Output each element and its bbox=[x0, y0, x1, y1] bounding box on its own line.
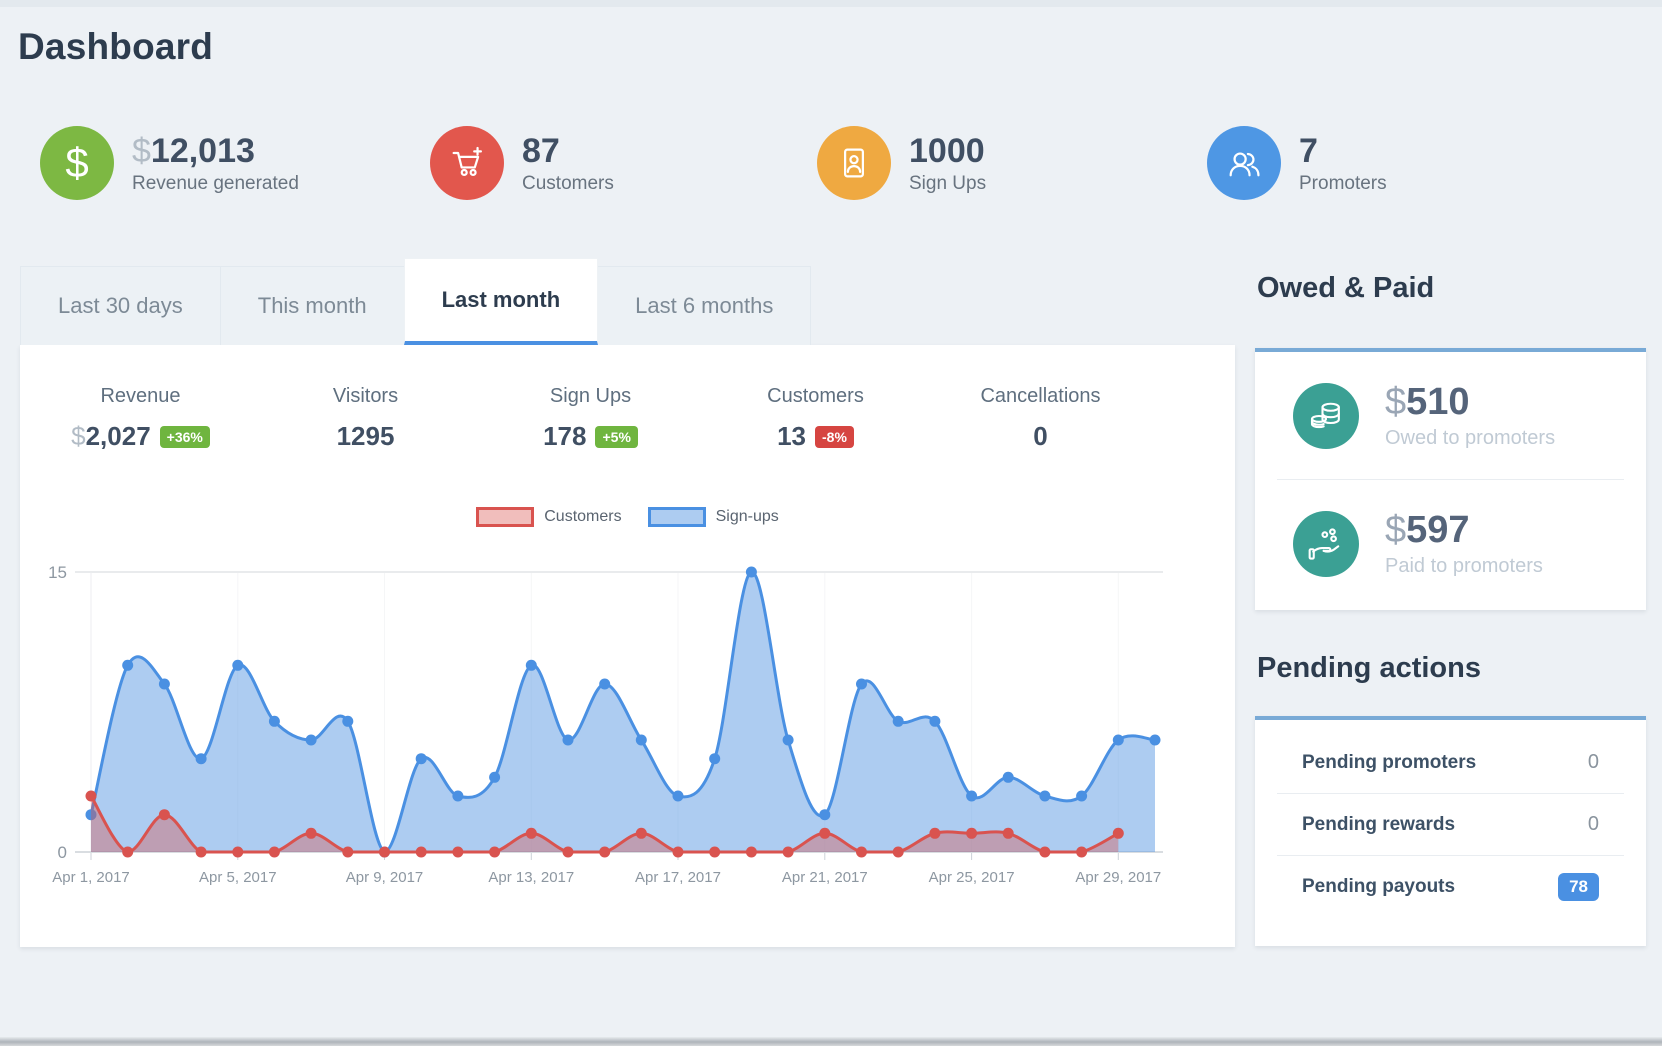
time-range-tabs: Last 30 days This month Last month Last … bbox=[20, 258, 812, 345]
dollar-icon: $ bbox=[40, 126, 114, 200]
legend-customers-label: Customers bbox=[544, 508, 622, 525]
pending-divider bbox=[1277, 793, 1624, 794]
chart-area: Customers Sign-ups 0 15 Apr 1, 2017 Apr 5, … bbox=[40, 505, 1215, 891]
svg-text:Apr 5, 2017: Apr 5, 2017 bbox=[199, 869, 277, 886]
hand-coins-icon bbox=[1293, 510, 1359, 577]
legend-sign-ups[interactable]: Sign-ups bbox=[647, 507, 779, 527]
stat-sign-ups-label: Sign Ups bbox=[909, 172, 987, 194]
analytics-card: Revenue $2,027 +36% Visitors 1295 Sign Up… bbox=[20, 345, 1235, 947]
svg-text:Apr 25, 2017: Apr 25, 2017 bbox=[929, 869, 1015, 886]
summary-revenue: Revenue $2,027 +36% bbox=[28, 385, 253, 452]
window-top-edge bbox=[0, 0, 1662, 7]
tab-this-month[interactable]: This month bbox=[219, 266, 405, 345]
pending-rewards-count: 0 bbox=[1587, 813, 1599, 835]
owed-paid-heading: Owed & Paid bbox=[1257, 272, 1435, 304]
svg-text:Apr 1, 2017: Apr 1, 2017 bbox=[52, 869, 130, 886]
window-bottom-edge bbox=[0, 1037, 1662, 1046]
pending-divider bbox=[1277, 855, 1624, 856]
paid-to-promoters-row: $597 Paid to promoters bbox=[1255, 480, 1646, 607]
svg-text:0: 0 bbox=[58, 843, 67, 862]
customers-change-badge: -8% bbox=[815, 426, 854, 448]
tab-last-6-months[interactable]: Last 6 months bbox=[597, 266, 812, 345]
people-icon bbox=[1207, 126, 1281, 200]
stat-sign-ups: 1000 Sign Ups bbox=[817, 126, 986, 200]
tab-last-30-days[interactable]: Last 30 days bbox=[20, 266, 221, 345]
pending-payouts-label: Pending payouts bbox=[1302, 875, 1456, 897]
svg-text:Apr 9, 2017: Apr 9, 2017 bbox=[346, 869, 424, 886]
id-card-icon bbox=[817, 126, 891, 200]
tab-last-month[interactable]: Last month bbox=[403, 258, 599, 345]
stat-revenue-generated: $ $12,013 Revenue generated bbox=[40, 126, 299, 200]
pending-payouts-row[interactable]: Pending payouts 78 bbox=[1302, 856, 1599, 917]
legend-customers[interactable]: Customers bbox=[476, 507, 622, 527]
pending-promoters-count: 0 bbox=[1587, 751, 1599, 773]
summary-customers: Customers 13 -8% bbox=[767, 385, 864, 451]
cart-icon bbox=[430, 126, 504, 200]
chart-legend: Customers Sign-ups bbox=[40, 505, 1215, 529]
summary-row: Revenue $2,027 +36% Visitors 1295 Sign Up… bbox=[28, 385, 1153, 452]
stat-customers: 87 Customers bbox=[430, 126, 614, 200]
svg-text:Apr 21, 2017: Apr 21, 2017 bbox=[782, 869, 868, 886]
legend-sign-ups-label: Sign-ups bbox=[715, 508, 779, 525]
customers-swatch bbox=[476, 507, 535, 527]
pending-promoters-label: Pending promoters bbox=[1302, 751, 1477, 773]
svg-text:Apr 17, 2017: Apr 17, 2017 bbox=[635, 869, 721, 886]
signups-customers-chart: 0 15 Apr 1, 2017 Apr 5, 2017 Apr 9, 2017 Apr … bbox=[48, 563, 1163, 886]
owed-amount: $510 bbox=[1385, 380, 1470, 423]
stat-promoters-value: 7 bbox=[1299, 131, 1318, 170]
stat-revenue-label: Revenue generated bbox=[132, 172, 299, 194]
svg-text:Apr 29, 2017: Apr 29, 2017 bbox=[1075, 869, 1161, 886]
stat-revenue-value: $12,013 bbox=[132, 131, 255, 170]
sign-ups-swatch bbox=[647, 507, 706, 527]
owed-label: Owed to promoters bbox=[1385, 426, 1556, 449]
paid-label: Paid to promoters bbox=[1385, 554, 1543, 577]
stat-customers-value: 87 bbox=[522, 131, 560, 170]
stat-customers-label: Customers bbox=[522, 172, 614, 194]
stat-promoters: 7 Promoters bbox=[1207, 126, 1387, 200]
stat-promoters-label: Promoters bbox=[1299, 172, 1387, 194]
sign-ups-change-badge: +5% bbox=[595, 426, 638, 448]
pending-actions-heading: Pending actions bbox=[1257, 652, 1481, 684]
pending-actions-card: Pending promoters 0 Pending rewards 0 Pe… bbox=[1255, 716, 1646, 946]
owed-paid-card: $510 Owed to promoters $597 Paid to prom… bbox=[1255, 348, 1646, 610]
svg-text:15: 15 bbox=[48, 563, 67, 582]
pending-payouts-badge: 78 bbox=[1558, 872, 1599, 901]
summary-visitors: Visitors 1295 bbox=[332, 385, 399, 451]
pending-rewards-label: Pending rewards bbox=[1302, 813, 1456, 835]
summary-sign-ups: Sign Ups 178 +5% bbox=[478, 385, 703, 452]
coins-icon bbox=[1293, 382, 1359, 449]
revenue-change-badge: +36% bbox=[159, 426, 210, 448]
owed-to-promoters-row: $510 Owed to promoters bbox=[1255, 352, 1646, 479]
paid-amount: $597 bbox=[1385, 508, 1470, 551]
page-title: Dashboard bbox=[18, 26, 214, 67]
stat-sign-ups-value: 1000 bbox=[909, 131, 985, 170]
owed-paid-divider bbox=[1277, 479, 1624, 480]
summary-cancellations: Cancellations 0 bbox=[980, 385, 1101, 451]
svg-text:Apr 13, 2017: Apr 13, 2017 bbox=[488, 869, 574, 886]
pending-rewards-row[interactable]: Pending rewards 0 bbox=[1302, 794, 1599, 855]
pending-promoters-row[interactable]: Pending promoters 0 bbox=[1302, 732, 1599, 793]
